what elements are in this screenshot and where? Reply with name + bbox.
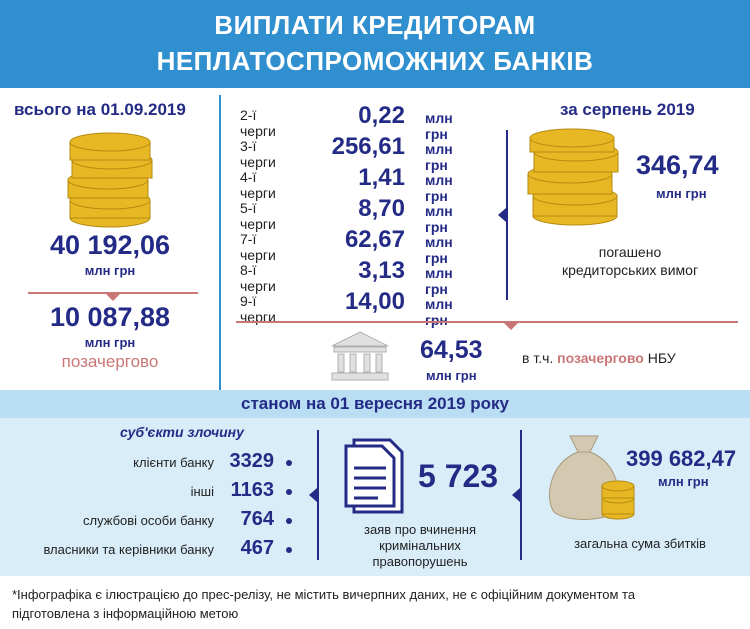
coins-stack-icon	[67, 132, 153, 228]
divider-arrow	[504, 323, 518, 330]
losses-unit: млн грн	[658, 474, 709, 489]
queue-label: 7-ї черги	[240, 231, 276, 263]
queue-unit: млн грн	[425, 172, 453, 204]
bracket-line	[520, 430, 522, 560]
divider	[236, 321, 738, 323]
queue-label: 5-ї черги	[240, 200, 276, 232]
nbu-suffix: НБУ	[647, 350, 676, 366]
bracket-line	[317, 430, 319, 560]
queue-unit: млн грн	[425, 234, 453, 266]
bullet-dot	[286, 460, 292, 466]
crime-value: 1163	[230, 479, 274, 501]
crime-label: інші	[190, 484, 214, 499]
priority-value: 10 087,88	[49, 302, 171, 332]
crime-value: 467	[240, 537, 274, 559]
bracket-line	[506, 130, 508, 300]
document-icon	[344, 438, 404, 514]
crime-value: 764	[240, 508, 274, 530]
queue-value: 62,67	[344, 226, 405, 253]
statements-caption-line3: правопорушень	[372, 554, 468, 569]
queue-label: 3-ї черги	[240, 138, 276, 170]
nbu-prefix: в т.ч.	[522, 350, 554, 366]
crime-label: власники та керівники банку	[43, 542, 214, 557]
footer-line1: *Інфографіка є ілюстрацією до прес-реліз…	[12, 587, 636, 602]
queue-unit: млн грн	[425, 141, 453, 173]
money-bag-icon	[548, 435, 635, 520]
bullet-dot	[286, 547, 292, 553]
nbu-unit: млн грн	[426, 368, 477, 383]
queue-value: 256,61	[331, 133, 405, 160]
header-banner: ВИПЛАТИ КРЕДИТОРАМ НЕПЛАТОСПРОМОЖНИХ БАН…	[0, 0, 750, 88]
statements-value: 5 723	[418, 458, 499, 494]
total-title: всього на 01.09.2019	[14, 100, 186, 119]
coins-stack-icon	[527, 128, 619, 226]
header-title-line1: ВИПЛАТИ КРЕДИТОРАМ	[214, 10, 536, 40]
crime-value: 3329	[229, 450, 275, 472]
losses-value: 399 682,47	[626, 446, 737, 471]
queue-value: 1,41	[358, 164, 405, 191]
queue-unit: млн грн	[425, 203, 453, 235]
header-title-line2: НЕПЛАТОСПРОМОЖНИХ БАНКІВ	[156, 46, 594, 76]
losses-caption: загальна сума збитків	[574, 536, 706, 551]
august-caption-line1: погашено	[598, 244, 662, 260]
footer-note: *Інфографіка є ілюстрацією до прес-реліз…	[12, 585, 742, 623]
queue-label: 2-ї черги	[240, 107, 276, 139]
queue-value: 8,70	[358, 195, 405, 222]
priority-unit: млн грн	[84, 335, 136, 350]
nbu-highlight: позачергово	[557, 350, 644, 366]
bullet-dot	[286, 489, 292, 495]
bracket-arrow	[498, 208, 506, 222]
statements-caption: заяв про вчинення кримінальних правопору…	[330, 522, 510, 570]
crime-title: суб'єкти злочину	[120, 424, 244, 440]
nbu-value: 64,53	[420, 336, 483, 364]
bracket-arrow	[309, 488, 317, 502]
statements-caption-line1: заяв про вчинення	[363, 522, 477, 537]
footer-line2: підготовлена з інформаційною метою	[12, 606, 239, 621]
divider-arrow	[106, 294, 120, 301]
divider	[28, 292, 198, 294]
queue-label: 4-ї черги	[240, 169, 276, 201]
august-unit: млн грн	[656, 186, 707, 201]
bracket-arrow	[512, 488, 520, 502]
nbu-caption: в т.ч. позачергово НБУ	[522, 350, 676, 366]
statements-caption-line2: кримінальних	[379, 538, 461, 553]
total-value: 40 192,06	[49, 230, 171, 260]
total-unit: млн грн	[84, 263, 136, 278]
crime-label: клієнти банку	[133, 455, 214, 470]
date-band: станом на 01 вересня 2019 року	[0, 390, 750, 418]
august-title: за серпень 2019	[560, 100, 695, 119]
band-title: станом на 01 вересня 2019 року	[241, 394, 509, 413]
queue-unit: млн грн	[425, 265, 453, 297]
queue-unit: млн грн	[425, 110, 453, 142]
queue-unit: млн грн	[425, 296, 453, 328]
bank-building-icon	[331, 331, 389, 381]
august-value: 346,74	[636, 150, 719, 180]
queue-label: 8-ї черги	[240, 262, 276, 294]
queue-value: 0,22	[358, 102, 405, 129]
august-caption-line2: кредиторських вимог	[561, 262, 699, 278]
column-divider	[219, 95, 221, 390]
priority-label: позачергово	[61, 352, 159, 371]
bullet-dot	[286, 518, 292, 524]
crime-label: службові особи банку	[83, 513, 214, 528]
queue-value: 14,00	[344, 288, 405, 315]
queue-value: 3,13	[358, 257, 405, 284]
